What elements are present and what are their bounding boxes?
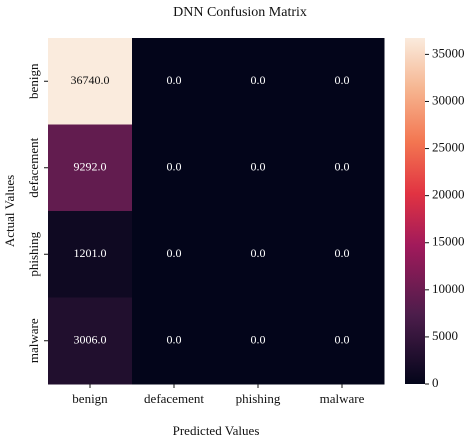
heatmap-cell	[216, 124, 301, 212]
heatmap-cell	[216, 211, 301, 298]
cell-label: 0.0	[335, 246, 350, 260]
heatmap-cell	[300, 124, 385, 212]
cell-label: 0.0	[167, 333, 182, 347]
heatmap-cell	[48, 38, 133, 125]
x-tick-label: phishing	[236, 391, 281, 406]
x-tick-label: benign	[72, 391, 108, 406]
cell-label: 0.0	[167, 246, 182, 260]
colorbar-tick-label: 5000	[432, 328, 458, 343]
chart-title: DNN Confusion Matrix	[173, 5, 307, 20]
cell-label: 0.0	[251, 73, 266, 87]
heatmap-cell	[216, 38, 301, 125]
colorbar	[405, 38, 425, 384]
colorbar-tick-label: 20000	[432, 187, 465, 202]
cell-label: 0.0	[251, 160, 266, 174]
colorbar-tick-label: 15000	[432, 234, 465, 249]
heatmap-cell	[48, 297, 133, 385]
colorbar-tick-label: 10000	[432, 281, 465, 296]
heatmap-cell	[132, 124, 217, 212]
cell-label: 0.0	[335, 73, 350, 87]
cell-label: 0.0	[167, 160, 182, 174]
heatmap-cell	[48, 211, 133, 298]
heatmap-cell	[48, 124, 133, 212]
colorbar-tick-label: 25000	[432, 140, 465, 155]
cell-label: 36740.0	[71, 73, 110, 87]
y-tick-label: benign	[26, 63, 41, 99]
y-axis-label: Actual Values	[2, 175, 17, 247]
x-tick-label: defacement	[144, 391, 204, 406]
heatmap-cell	[132, 211, 217, 298]
y-tick-label: defacement	[26, 137, 41, 197]
cell-label: 9292.0	[74, 160, 107, 174]
cell-label: 0.0	[335, 160, 350, 174]
heatmap-cell	[300, 297, 385, 385]
x-tick-label: malware	[320, 391, 365, 406]
cell-label: 0.0	[251, 333, 266, 347]
cell-label: 0.0	[251, 246, 266, 260]
cell-label: 0.0	[167, 73, 182, 87]
x-axis-label: Predicted Values	[173, 423, 260, 438]
y-tick-label: malware	[26, 318, 41, 363]
heatmap-cell	[132, 38, 217, 125]
heatmap-cell	[300, 211, 385, 298]
colorbar-tick-label: 35000	[432, 45, 465, 60]
heatmap-cell	[216, 297, 301, 385]
y-tick-label: phishing	[26, 231, 41, 276]
heatmap-cell	[300, 38, 385, 125]
cell-label: 3006.0	[74, 333, 107, 347]
cell-label: 0.0	[335, 333, 350, 347]
colorbar-tick-label: 30000	[432, 92, 465, 107]
heatmap-cell	[132, 297, 217, 385]
colorbar-tick-label: 0	[432, 375, 439, 390]
cell-label: 1201.0	[74, 246, 107, 260]
